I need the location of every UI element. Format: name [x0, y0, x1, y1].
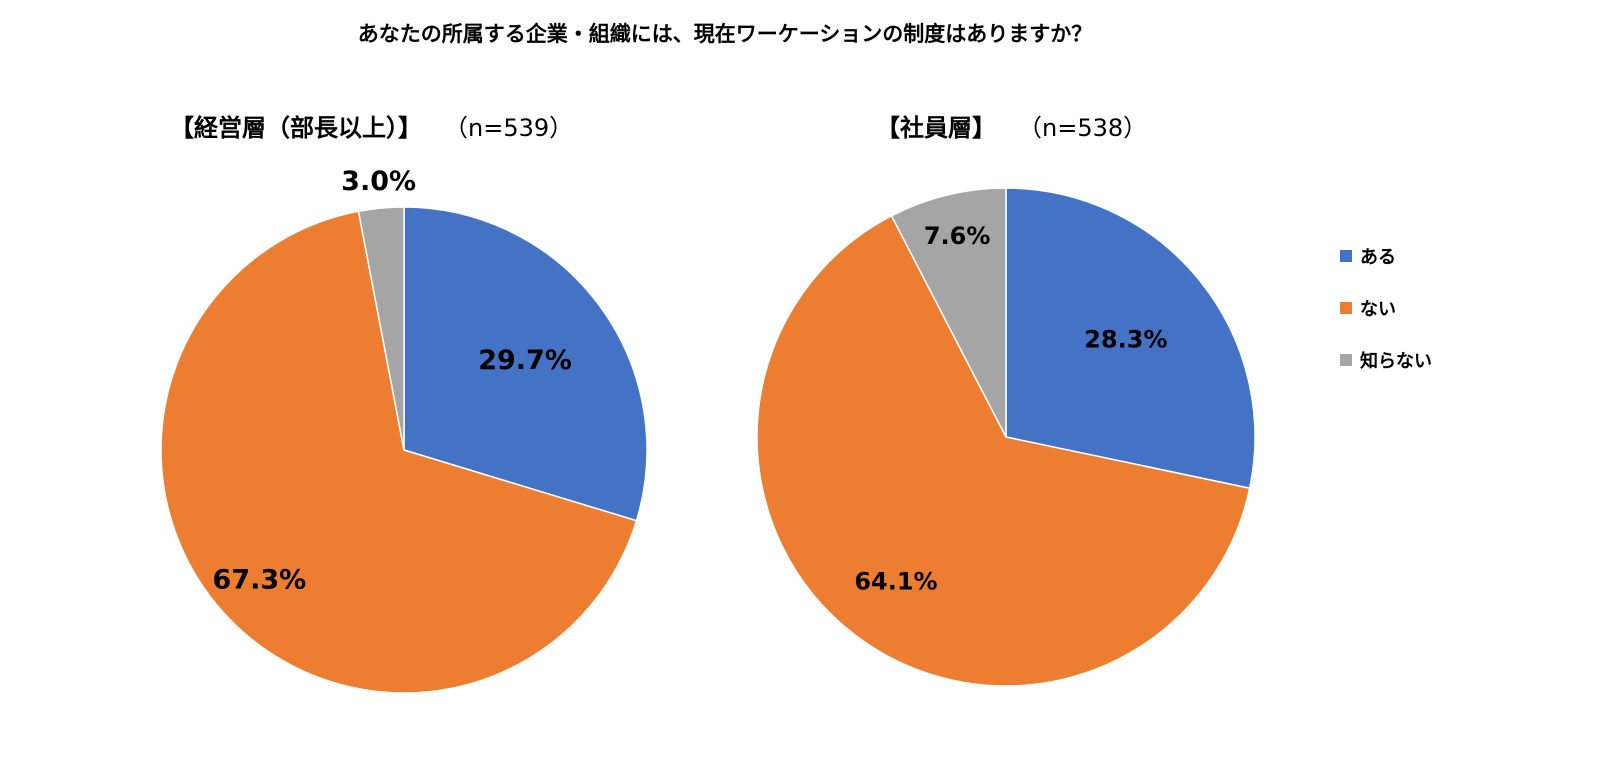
- legend-label-nai: ない: [1360, 299, 1396, 320]
- pie-1-sample-size: （n=539）: [456, 114, 574, 142]
- pie-2-data-label-shiranai: 7.6%: [924, 222, 991, 250]
- pie-2-data-label-nai: 64.1%: [854, 568, 937, 596]
- pie-2-group-label: 【社員層】: [876, 114, 996, 142]
- pie-1-data-label-shiranai: 3.0%: [341, 166, 416, 197]
- pie-2-data-label-aru: 28.3%: [1084, 326, 1167, 354]
- legend-label-shiranai: 知らない: [1360, 351, 1432, 372]
- legend-item-nai: ない: [1340, 282, 1432, 334]
- pie-1-slice-nai: [160, 210, 638, 694]
- pie-1-data-label-aru: 29.7%: [478, 345, 572, 376]
- pie-2-slice-aru: [1005, 187, 1256, 490]
- pie-1-data-label-nai: 67.3%: [213, 564, 307, 595]
- pie-1-slice-aru: [403, 206, 648, 522]
- legend: ある ない 知らない: [1340, 230, 1432, 386]
- legend-swatch-nai: [1340, 302, 1352, 314]
- pie-1-group-label: 【経営層（部長以上）】: [170, 114, 422, 142]
- legend-swatch-aru: [1340, 250, 1352, 262]
- pie-2-slice-nai: [756, 214, 1251, 687]
- legend-item-shiranai: 知らない: [1340, 334, 1432, 386]
- legend-item-aru: ある: [1340, 230, 1432, 282]
- pie-1-slice-shiranai: [357, 206, 405, 451]
- legend-swatch-shiranai: [1340, 354, 1352, 366]
- pie-2-sample-size: （n=538）: [1030, 114, 1148, 142]
- pie-1-title: 【経営層（部長以上）】 （n=539）: [170, 108, 573, 143]
- pie-2-title: 【社員層】 （n=538）: [876, 108, 1147, 143]
- pie-2-slice-shiranai: [890, 187, 1007, 438]
- legend-label-aru: ある: [1360, 247, 1396, 268]
- chart-title: あなたの所属する企業・組織には、現在ワーケーションの制度はありますか？: [357, 22, 1093, 46]
